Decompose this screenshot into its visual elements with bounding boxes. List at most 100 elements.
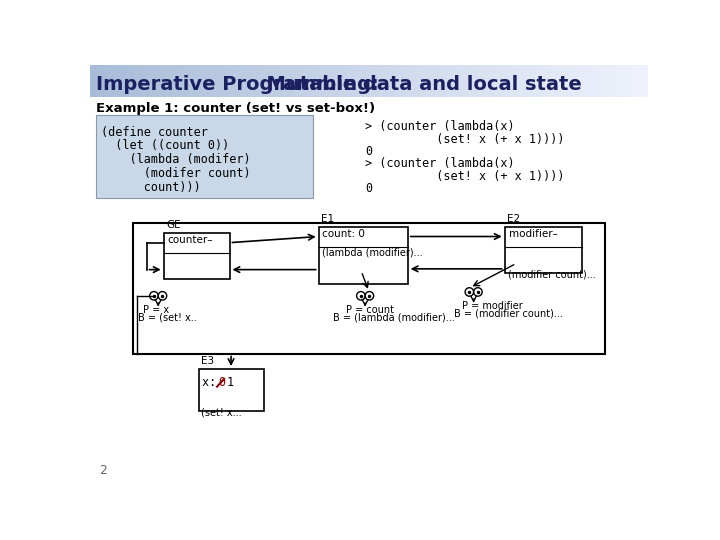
Bar (519, 65, 520, 97)
Bar (337, 65, 338, 97)
Bar (280, 65, 281, 97)
Bar (522, 65, 523, 97)
Bar (234, 65, 235, 97)
Bar (620, 65, 621, 97)
Bar (371, 65, 372, 97)
Bar (555, 65, 556, 97)
Bar (606, 65, 607, 97)
Bar (164, 65, 165, 97)
Bar (116, 65, 117, 97)
Bar (384, 65, 385, 97)
Bar (509, 65, 510, 97)
Bar (122, 65, 123, 97)
Bar (515, 65, 516, 97)
Bar (140, 65, 141, 97)
Bar (143, 65, 144, 97)
Bar (175, 65, 176, 97)
Bar (566, 65, 567, 97)
Bar (589, 65, 590, 97)
Bar (407, 65, 408, 97)
Bar (413, 65, 414, 97)
Bar (484, 65, 485, 97)
Bar (345, 65, 346, 97)
Bar (472, 65, 473, 97)
Bar (245, 65, 246, 97)
Bar (428, 65, 429, 97)
Bar (612, 65, 613, 97)
Bar (609, 65, 610, 97)
Bar (334, 65, 335, 97)
Bar (200, 65, 201, 97)
Bar (219, 65, 220, 97)
Bar (387, 65, 388, 97)
Bar (159, 65, 160, 97)
Text: P = x: P = x (143, 305, 168, 315)
Bar (163, 233, 230, 279)
Bar (634, 65, 635, 97)
Bar (559, 65, 560, 97)
Text: (lambda (modifier)...: (lambda (modifier)... (323, 248, 423, 258)
Bar (348, 65, 349, 97)
Bar (190, 65, 191, 97)
Bar (139, 65, 140, 97)
Bar (340, 65, 341, 97)
Bar (239, 65, 240, 97)
Bar (414, 65, 415, 97)
Bar (182, 65, 183, 97)
Bar (92, 65, 93, 97)
Bar (218, 65, 219, 97)
Bar (607, 65, 608, 97)
Bar (406, 65, 407, 97)
Bar (421, 65, 422, 97)
Bar (112, 65, 113, 97)
Bar (104, 65, 106, 97)
Bar (505, 65, 506, 97)
Bar (306, 65, 307, 97)
Bar (221, 65, 222, 97)
Bar (495, 65, 496, 97)
Bar (111, 65, 112, 97)
Bar (436, 65, 437, 97)
Bar (352, 65, 353, 97)
Bar (296, 65, 297, 97)
Bar (587, 65, 588, 97)
Bar (163, 65, 164, 97)
Bar (216, 65, 217, 97)
Bar (424, 65, 425, 97)
Bar (403, 65, 404, 97)
Bar (136, 65, 137, 97)
Bar (480, 65, 481, 97)
Bar (638, 65, 639, 97)
Bar (137, 65, 138, 97)
Bar (602, 65, 603, 97)
Bar (283, 65, 284, 97)
Bar (563, 65, 564, 97)
Bar (319, 226, 408, 284)
Text: (define counter: (define counter (101, 126, 208, 139)
Bar (617, 65, 618, 97)
Text: > (counter (lambda(x): > (counter (lambda(x) (365, 120, 515, 133)
Bar (534, 65, 535, 97)
Bar (419, 65, 420, 97)
Bar (282, 65, 283, 97)
Bar (401, 65, 402, 97)
Bar (342, 65, 343, 97)
Bar (99, 65, 100, 97)
Bar (370, 65, 371, 97)
Bar (619, 65, 620, 97)
Bar (101, 65, 102, 97)
Bar (615, 65, 616, 97)
Bar (578, 65, 579, 97)
Bar (166, 65, 167, 97)
Bar (275, 65, 276, 97)
Bar (167, 65, 168, 97)
Bar (435, 65, 436, 97)
Bar (248, 65, 249, 97)
Bar (255, 65, 256, 97)
Bar (461, 65, 462, 97)
Bar (189, 65, 190, 97)
Bar (165, 65, 166, 97)
Bar (124, 65, 125, 97)
Bar (552, 65, 553, 97)
Text: 2: 2 (99, 464, 107, 477)
